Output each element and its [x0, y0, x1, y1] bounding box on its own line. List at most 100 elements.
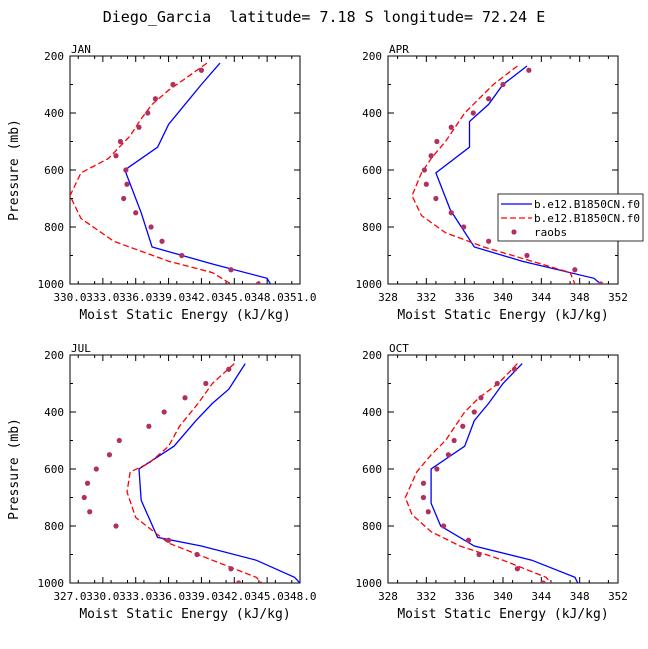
raobs-point — [433, 195, 439, 202]
raobs-point — [486, 96, 492, 102]
raobs-point — [203, 380, 209, 387]
legend-label: b.e12.B1850CN.f0 — [534, 212, 640, 225]
y-axis-label: Pressure (mb) — [7, 119, 22, 221]
raobs-point — [123, 167, 129, 173]
raobs-point — [494, 380, 500, 387]
panel-title: APR — [389, 43, 409, 56]
x-tick-label: 330.0 — [53, 291, 86, 304]
y-tick-label: 400 — [44, 107, 64, 120]
y-tick-label: 600 — [362, 463, 382, 476]
y-tick-label: 200 — [44, 50, 64, 63]
panel-jul: JUL 327.0 330.0 333.0 336.0 339.0 342.0 345.0 34… — [7, 342, 317, 622]
y-tick-label: 800 — [44, 221, 64, 234]
y-tick-label: 1000 — [38, 577, 65, 590]
y-tick-label: 800 — [362, 520, 382, 533]
x-tick-label: 327.0 — [53, 590, 86, 603]
raobs-point — [451, 437, 457, 444]
raobs-point — [113, 153, 119, 159]
raobs-point — [572, 267, 578, 273]
raobs-point — [476, 551, 482, 558]
raobs-point — [434, 466, 440, 472]
x-axis-label: Moist Static Energy (kJ/kg) — [397, 607, 608, 622]
x-tick-label: 336 — [455, 291, 475, 304]
x-axis-label: Moist Static Energy (kJ/kg) — [397, 308, 608, 323]
raobs-point — [182, 395, 188, 401]
x-tick-label: 348.0 — [283, 590, 316, 603]
raobs-point — [84, 480, 91, 486]
y-tick-label: 600 — [44, 164, 64, 177]
x-tick-label: 328 — [378, 590, 398, 603]
x-tick-label: 340 — [493, 590, 513, 603]
panel-title: OCT — [389, 342, 409, 355]
raobs-point — [152, 96, 159, 102]
raobs-point — [500, 81, 506, 88]
plot-frame — [387, 354, 619, 584]
raobs-point — [228, 267, 234, 273]
raobs-point — [425, 509, 431, 515]
raobs-point — [478, 395, 484, 401]
raobs-point — [445, 452, 451, 458]
x-tick-label: 344 — [531, 291, 551, 304]
raobs-point — [81, 494, 87, 501]
raobs-point — [228, 566, 234, 572]
raobs-point — [471, 409, 477, 415]
y-axis-label: Pressure (mb) — [7, 418, 22, 520]
x-tick-label: 352 — [608, 590, 628, 603]
raobs-point — [423, 181, 429, 187]
x-tick-label: 344 — [531, 590, 551, 603]
raobs-point — [161, 409, 167, 415]
raobs-point — [198, 67, 205, 73]
y-tick-label: 400 — [362, 107, 382, 120]
x-tick-label: 339.0 — [185, 590, 218, 603]
legend-label: b.e12.B1850CN.f0 — [534, 198, 640, 211]
x-tick-label: 339.0 — [152, 291, 185, 304]
raobs-point — [145, 110, 151, 116]
series-line-dashed — [411, 65, 576, 284]
raobs-point — [486, 238, 492, 244]
raobs-point — [121, 195, 127, 202]
series-line-dashed — [70, 62, 232, 284]
raobs-point — [113, 523, 119, 529]
y-tick-label: 200 — [44, 349, 64, 362]
x-tick-label: 351.0 — [283, 291, 316, 304]
x-tick-label: 336.0 — [152, 590, 185, 603]
raobs-point — [470, 110, 476, 116]
x-axis-label: Moist Static Energy (kJ/kg) — [79, 607, 290, 622]
x-tick-label: 333.0 — [86, 291, 119, 304]
series-group — [404, 363, 579, 583]
raobs-point — [255, 281, 261, 284]
panel-apr: APR 328 332 336 340 344 348 352 200 400 600 800 1000… — [356, 43, 628, 323]
x-tick-label: 336 — [455, 590, 475, 603]
raobs-point — [179, 252, 185, 259]
raobs-point — [106, 452, 113, 458]
y-tick-label: 800 — [362, 221, 382, 234]
series-line-solid — [138, 363, 300, 583]
x-tick-label: 333.0 — [119, 590, 152, 603]
raobs-point — [440, 523, 447, 529]
y-tick-label: 600 — [44, 463, 64, 476]
series-group — [411, 65, 604, 284]
raobs-point — [465, 537, 472, 543]
raobs-point — [194, 551, 200, 558]
x-tick-label: 345.0 — [251, 590, 284, 603]
y-tick-label: 1000 — [38, 278, 65, 291]
x-tick-label: 340 — [493, 291, 513, 304]
raobs-point — [236, 580, 242, 583]
raobs-point — [159, 238, 165, 244]
x-axis-label: Moist Static Energy (kJ/kg) — [79, 308, 290, 323]
y-tick-label: 200 — [362, 349, 382, 362]
x-tick-label: 332 — [416, 291, 436, 304]
plot-frame — [69, 55, 301, 285]
figure-title: Diego_Garcia latitude= 7.18 S longitude=… — [103, 8, 546, 26]
raobs-point — [526, 67, 532, 73]
series-line-dashed — [126, 363, 263, 583]
y-tick-label: 600 — [362, 164, 382, 177]
raobs-point — [420, 494, 427, 501]
raobs-point — [93, 466, 99, 472]
x-tick-label: 348 — [570, 291, 590, 304]
y-tick-label: 1000 — [356, 278, 383, 291]
raobs-point — [460, 423, 466, 429]
x-tick-label: 348 — [570, 590, 590, 603]
